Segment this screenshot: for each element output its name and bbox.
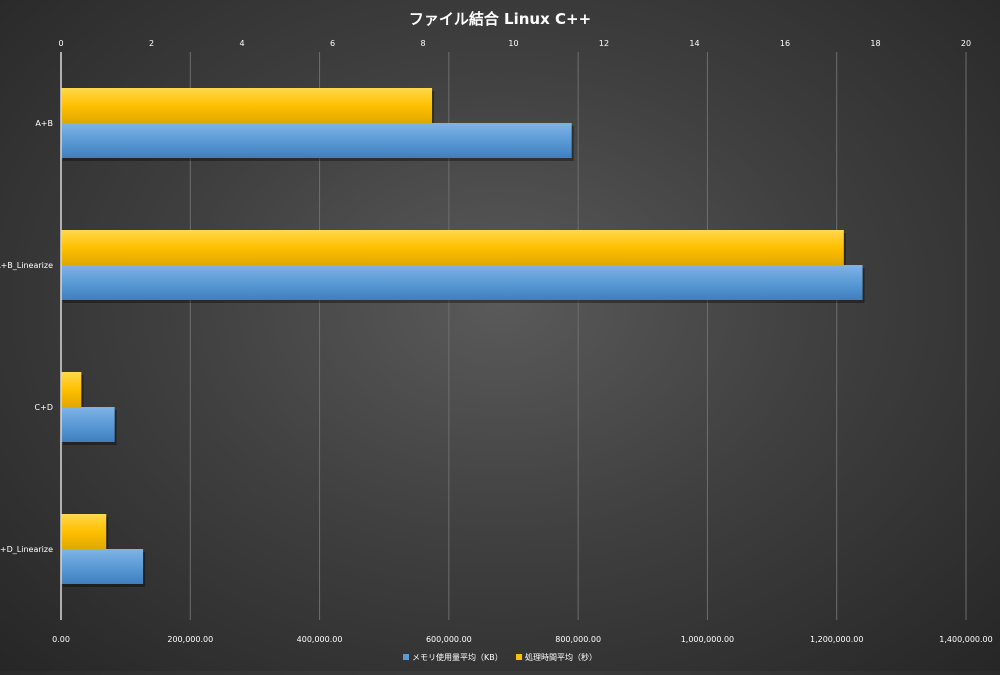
- bottom-axis-tick-label: 400,000.00: [297, 635, 343, 644]
- bar-processing-time: [61, 88, 433, 123]
- legend-label: メモリ使用量平均（KB）: [412, 652, 503, 662]
- bar-memory-usage: [61, 123, 572, 158]
- top-axis-tick-label: 18: [870, 39, 880, 48]
- legend-swatch: [403, 654, 409, 660]
- bottom-axis-tick-label: 1,400,000.00: [939, 635, 992, 644]
- top-axis-tick-label: 16: [780, 39, 790, 48]
- bar-memory-usage: [61, 407, 115, 442]
- bar-memory-usage: [61, 549, 144, 584]
- legend-label: 処理時間平均（秒）: [525, 652, 597, 662]
- axes: 0.00 200,000.00 400,000.00 600,000.00 800,00…: [0, 39, 993, 644]
- bar-processing-time: [61, 230, 844, 265]
- bar-processing-time: [61, 514, 107, 549]
- category-label: C+D_Linearize: [0, 545, 53, 554]
- bottom-axis-tick-label: 200,000.00: [167, 635, 213, 644]
- top-axis-tick-label: 8: [420, 39, 425, 48]
- top-axis-tick-label: 6: [330, 39, 335, 48]
- top-axis-tick-label: 14: [689, 39, 699, 48]
- bottom-axis-tick-label: 1,000,000.00: [681, 635, 734, 644]
- bars: [61, 88, 865, 587]
- bottom-axis-tick-label: 600,000.00: [426, 635, 472, 644]
- top-axis-tick-label: 12: [599, 39, 609, 48]
- top-axis-tick-label: 10: [508, 39, 518, 48]
- bottom-axis-tick-label: 1,200,000.00: [810, 635, 863, 644]
- legend: メモリ使用量平均（KB） 処理時間平均（秒）: [403, 652, 597, 662]
- chart-title: ファイル結合 Linux C++: [409, 10, 591, 28]
- category-label: A+B: [35, 119, 53, 128]
- top-axis-tick-label: 0: [58, 39, 63, 48]
- bottom-axis-tick-label: 800,000.00: [555, 635, 601, 644]
- top-axis-tick-label: 4: [239, 39, 244, 48]
- bottom-axis-tick-label: 0.00: [52, 635, 70, 644]
- category-label: A+B_Linearize: [0, 261, 53, 270]
- category-label: C+D: [35, 403, 53, 412]
- bar-processing-time: [61, 372, 82, 407]
- bar-memory-usage: [61, 265, 863, 300]
- top-axis-tick-label: 2: [149, 39, 154, 48]
- top-axis-tick-label: 20: [961, 39, 971, 48]
- legend-swatch: [516, 654, 522, 660]
